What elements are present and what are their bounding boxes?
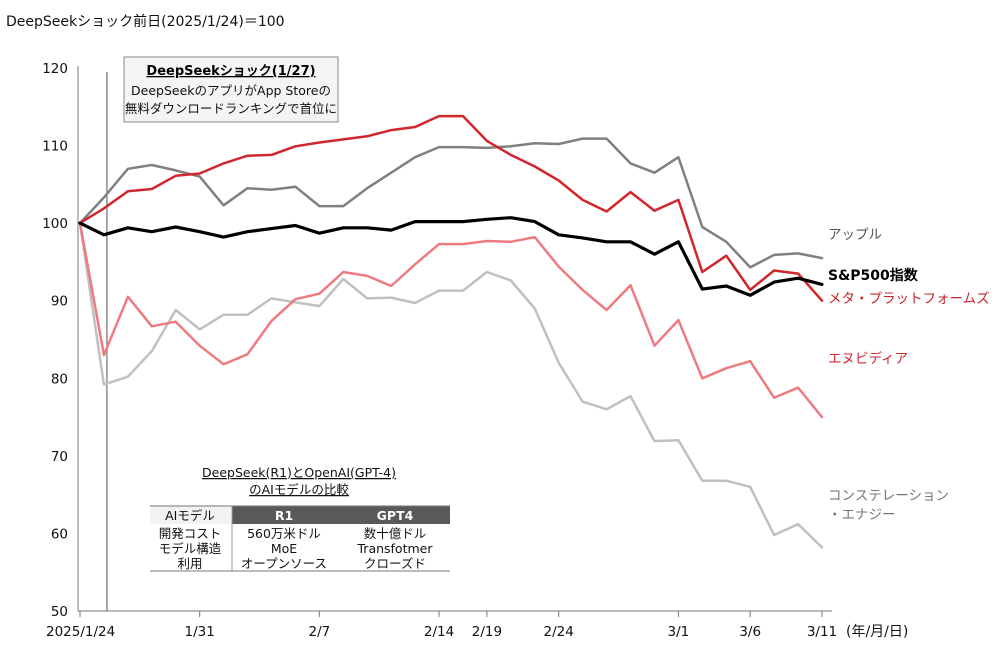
x-tick-label: 3/6 — [739, 624, 761, 640]
x-tick-label: 2/24 — [544, 624, 574, 640]
series-labels: アップル S&P500指数 メタ・プラットフォームズ エヌビディア コンステレー… — [828, 227, 990, 523]
table-header-2: GPT4 — [377, 508, 414, 523]
series-lines — [78, 114, 824, 549]
y-tick-label: 60 — [51, 526, 68, 542]
y-tick-label: 120 — [42, 61, 68, 77]
table-cell-2-1: オープンソース — [241, 556, 327, 571]
x-tick-label: 3/1 — [668, 624, 690, 640]
table-cell-2-0: 利用 — [177, 556, 202, 571]
y-tick-label: 90 — [51, 294, 68, 310]
table-cell-0-2: 数十億ドル — [364, 526, 427, 541]
event-callout: DeepSeekショック(1/27) DeepSeekのアプリがApp Stor… — [123, 56, 339, 123]
y-tick-labels: 50 60 70 80 90 100 110 120 — [42, 61, 68, 620]
y-tick-label: 80 — [51, 371, 68, 387]
x-tick-labels: 2025/1/24 1/31 2/7 2/14 2/19 2/24 3/1 3/6 3/11 — [46, 611, 837, 640]
series-line-3 — [78, 221, 824, 419]
table-cell-1-0: モデル構造 — [159, 541, 222, 556]
table-cell-1-1: MoE — [271, 541, 297, 556]
table-cell-1-2: Transfotmer — [357, 541, 434, 556]
series-line-2 — [78, 114, 824, 302]
y-tick-label: 50 — [51, 604, 68, 620]
label-apple: アップル — [828, 227, 882, 243]
label-nvidia: エヌビディア — [828, 350, 908, 367]
series-line-0 — [78, 137, 824, 269]
x-tick-label: 2/7 — [308, 624, 330, 640]
table-cell-0-1: 560万米ドル — [247, 526, 321, 541]
chart-title: DeepSeekショック前日(2025/1/24)＝100 — [6, 13, 285, 30]
y-tick-label: 70 — [51, 449, 68, 465]
y-tick-label: 100 — [42, 216, 68, 232]
table-title-line2: のAIモデルの比較 — [249, 482, 349, 497]
event-callout-box — [123, 56, 339, 123]
event-title: DeepSeekショック(1/27) — [146, 64, 315, 79]
table-header-cell-0 — [150, 506, 231, 524]
comparison-table: DeepSeek(R1)とOpenAI(GPT-4) のAIモデルの比較 AIモ… — [150, 465, 450, 572]
table-header-1: R1 — [275, 508, 293, 523]
x-tick-label: 2/14 — [424, 624, 454, 640]
x-tick-label: 1/31 — [185, 624, 215, 640]
label-constellation-line1: コンステレーション — [828, 488, 949, 504]
series-line-1 — [78, 216, 824, 297]
table-cell-0-0: 開発コスト — [159, 526, 222, 541]
label-constellation-line2: ・エナジー — [828, 507, 896, 523]
x-tick-label: 2025/1/24 — [46, 624, 115, 640]
event-text-line2: 無料ダウンロードランキングで首位に — [125, 101, 337, 116]
event-text-line1: DeepSeekのアプリがApp Storeの — [131, 83, 331, 98]
table-header-0: AIモデル — [165, 508, 215, 523]
table-title-line1: DeepSeek(R1)とOpenAI(GPT-4) — [202, 465, 396, 480]
y-tick-label: 110 — [42, 139, 68, 155]
table-cell-2-2: クローズド — [364, 556, 426, 571]
label-sp500: S&P500指数 — [828, 267, 919, 284]
x-tick-label: 3/11 — [807, 624, 837, 640]
x-axis: 2025/1/24 1/31 2/7 2/14 2/19 2/24 3/1 3/6 3/11 (… — [46, 610, 908, 640]
table-header-dark — [232, 506, 450, 524]
series-line-4 — [78, 221, 824, 549]
x-axis-unit-label: (年/月/日) — [846, 624, 908, 640]
y-axis: 50 60 70 80 90 100 110 120 — [42, 61, 79, 620]
label-meta: メタ・プラットフォームズ — [828, 291, 990, 307]
x-tick-label: 2/19 — [472, 624, 502, 640]
